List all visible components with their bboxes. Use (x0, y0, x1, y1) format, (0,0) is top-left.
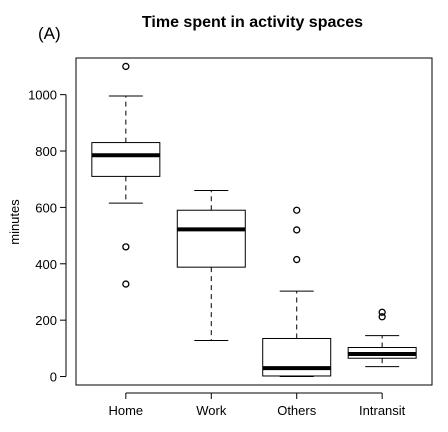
box-iqr (176, 209, 246, 268)
outlier-point (293, 206, 301, 214)
y-tick-label: 200 (35, 313, 57, 328)
x-tick-label: Work (196, 403, 227, 418)
y-tick-label: 600 (35, 200, 57, 215)
y-tick-label: 0 (50, 370, 57, 385)
outlier-point (293, 255, 301, 264)
outlier-point (378, 313, 386, 321)
boxes (91, 62, 417, 378)
outlier-point (122, 280, 130, 288)
x-tick-label: Others (277, 403, 317, 418)
outlier-point (378, 308, 386, 316)
x-tick-label: Intransit (359, 403, 406, 418)
x-tick-label: Home (108, 403, 143, 418)
y-tick-label: 400 (35, 257, 57, 272)
panel-label: (A) (38, 24, 61, 43)
outlier-point (122, 62, 130, 71)
box-home (91, 62, 161, 288)
chart-title: Time spent in activity spaces (141, 14, 364, 31)
y-tick-label: 1000 (28, 88, 57, 103)
y-tick-label: 800 (35, 144, 57, 159)
outlier-point (293, 226, 301, 234)
x-axis: Home Work Others Intransit (108, 392, 406, 418)
box-work (176, 189, 246, 341)
box-others (262, 206, 332, 378)
y-axis: 0 200 400 600 800 1000 (28, 88, 67, 385)
plot-frame (75, 57, 433, 386)
box-iqr (91, 142, 161, 177)
box-intransit (347, 308, 417, 368)
outlier-point (122, 243, 130, 251)
box-iqr (262, 337, 332, 377)
y-axis-label: minutes (7, 199, 22, 245)
